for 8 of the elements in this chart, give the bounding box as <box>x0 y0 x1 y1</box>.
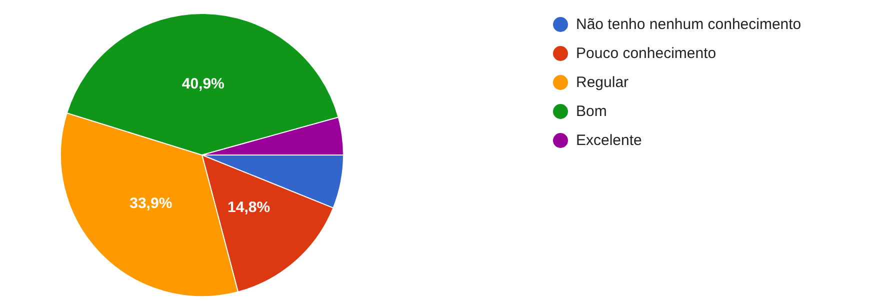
legend-label: Bom <box>576 103 607 120</box>
data-label: 33,9% <box>130 195 172 212</box>
legend-label: Pouco conhecimento <box>576 45 716 62</box>
legend-label: Regular <box>576 74 629 91</box>
legend-label: Não tenho nenhum conhecimento <box>576 16 802 33</box>
data-label: 40,9% <box>182 75 224 92</box>
legend-label: Excelente <box>576 132 642 149</box>
data-label: 14,8% <box>228 199 270 216</box>
